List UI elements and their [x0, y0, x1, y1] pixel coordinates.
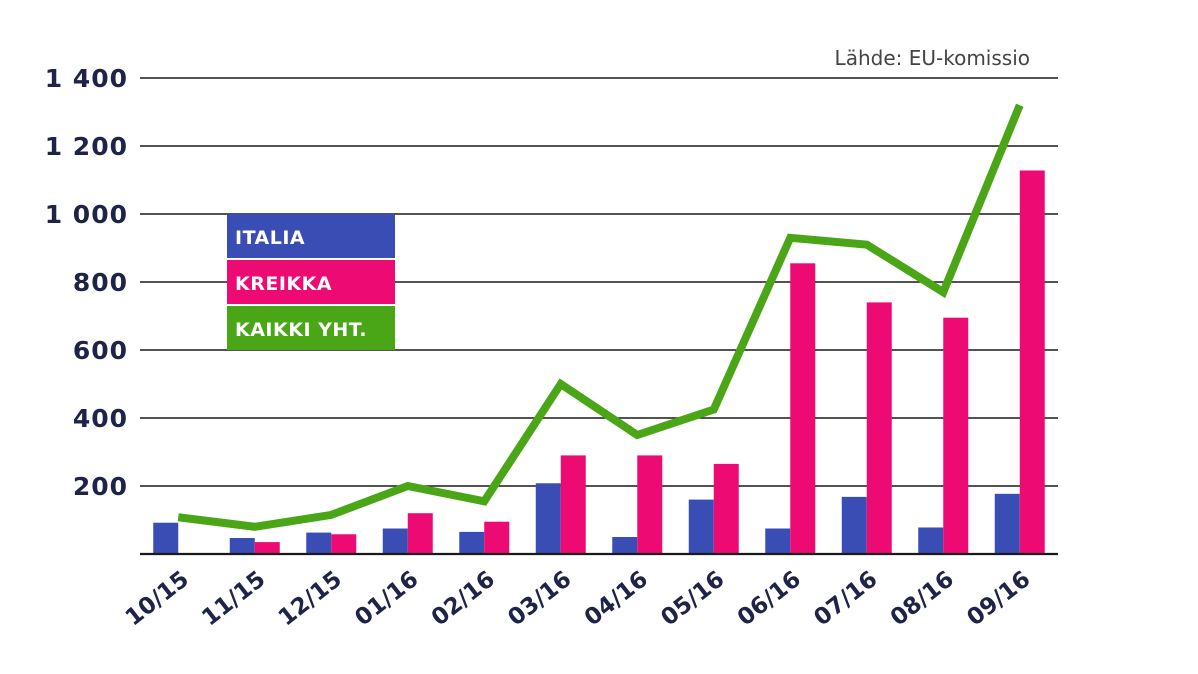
bar-italia [153, 522, 179, 554]
y-axis-ticks: 200 400 600 800 1 000 1 200 1 400 [45, 64, 128, 501]
bar-kreikka [790, 263, 816, 554]
bars [153, 170, 1045, 555]
bar-italia [765, 528, 791, 554]
legend-label: ITALIA [235, 227, 305, 249]
bar-italia [918, 527, 944, 554]
legend-swatch [227, 306, 395, 350]
y-tick-label: 200 [73, 472, 128, 501]
y-tick-label: 600 [73, 336, 128, 365]
bar-italia [535, 483, 561, 554]
legend: ITALIA KREIKKA KAIKKI YHT. [227, 214, 395, 350]
x-tick-label: 07/16 [809, 566, 882, 631]
bar-kreikka [637, 455, 663, 554]
x-tick-label: 06/16 [733, 566, 806, 631]
y-tick-label: 1 400 [45, 64, 128, 93]
bar-kreikka [713, 463, 739, 554]
bar-italia [688, 499, 714, 554]
source-note: Lähde: EU-komissio [835, 46, 1030, 70]
x-tick-label: 12/15 [274, 566, 347, 631]
legend-swatch [227, 214, 395, 258]
bar-kreikka [1019, 170, 1045, 555]
x-tick-label: 10/15 [121, 566, 194, 631]
y-tick-label: 400 [73, 404, 128, 433]
bar-italia [306, 532, 332, 554]
bar-italia [229, 538, 255, 554]
bar-kreikka [484, 521, 510, 554]
x-tick-label: 04/16 [580, 566, 653, 631]
total-line-layer [177, 103, 1024, 531]
line-kaikki-yht [177, 103, 1024, 531]
legend-label: KREIKKA [235, 273, 332, 295]
bar-kreikka [407, 513, 433, 554]
y-tick-label: 800 [73, 268, 128, 297]
bar-kreikka [254, 542, 280, 554]
x-tick-label: 05/16 [656, 566, 729, 631]
bar-kreikka [560, 455, 586, 554]
bar-kreikka [331, 534, 357, 554]
bar-kreikka [943, 317, 969, 554]
x-tick-label: 09/16 [962, 566, 1035, 631]
bar-italia [382, 528, 408, 554]
bar-italia [612, 537, 638, 554]
legend-label: KAIKKI YHT. [235, 319, 367, 341]
legend-swatch [227, 260, 395, 304]
x-axis-ticks: 10/15 11/15 12/15 01/16 02/16 03/16 04/16 05/16… [121, 566, 1036, 631]
bar-italia [459, 531, 485, 554]
bar-kreikka [866, 302, 892, 554]
x-tick-label: 11/15 [197, 566, 270, 631]
x-tick-label: 02/16 [427, 566, 500, 631]
x-tick-label: 08/16 [886, 566, 959, 631]
y-tick-label: 1 000 [45, 200, 128, 229]
bar-italia [841, 496, 867, 554]
bar-italia [994, 493, 1020, 554]
x-tick-label: 03/16 [503, 566, 576, 631]
y-tick-label: 1 200 [45, 132, 128, 161]
x-tick-label: 01/16 [350, 566, 423, 631]
